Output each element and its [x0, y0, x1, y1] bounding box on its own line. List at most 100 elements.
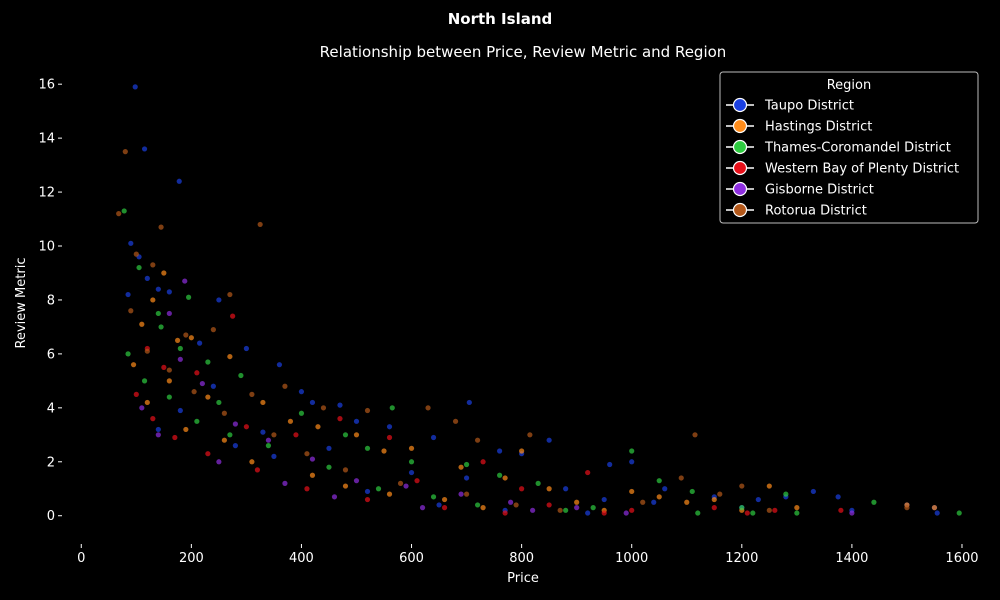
- data-point: [320, 405, 327, 411]
- data-point: [125, 351, 131, 357]
- data-point: [183, 332, 189, 338]
- legend-label: Western Bay of Plenty District: [765, 162, 959, 177]
- data-point: [530, 507, 536, 513]
- data-point: [364, 445, 371, 451]
- data-point: [141, 378, 148, 384]
- data-point: [772, 507, 778, 513]
- data-point: [230, 313, 236, 319]
- data-point: [265, 443, 272, 449]
- data-point: [441, 496, 448, 503]
- data-point: [750, 510, 756, 516]
- data-point: [271, 453, 277, 459]
- data-point: [574, 499, 580, 505]
- data-point: [197, 340, 203, 346]
- data-points: [116, 84, 962, 516]
- data-point: [585, 469, 591, 476]
- data-point: [257, 221, 263, 228]
- data-point: [282, 480, 288, 486]
- data-point: [304, 451, 310, 457]
- data-point: [403, 483, 409, 489]
- y-axis-label: Review Metric: [14, 258, 29, 349]
- x-tick-label: 600: [399, 551, 424, 566]
- data-point: [386, 491, 393, 497]
- y-tick-label: 16: [38, 78, 55, 93]
- series-gisborne-district: [139, 278, 855, 516]
- data-point: [216, 399, 222, 406]
- data-point: [139, 321, 145, 327]
- data-point: [508, 499, 514, 505]
- series-taupo-district: [125, 84, 940, 516]
- data-point: [287, 418, 294, 424]
- legend: Region Taupo District Hastings District Th…: [719, 71, 979, 224]
- data-point: [342, 432, 349, 438]
- data-point: [474, 502, 481, 508]
- data-point: [474, 437, 481, 443]
- data-point: [265, 437, 272, 443]
- data-point: [293, 432, 299, 438]
- data-point: [463, 491, 470, 497]
- data-point: [519, 486, 525, 492]
- data-point: [166, 310, 172, 317]
- data-point: [194, 418, 200, 424]
- data-point: [121, 208, 127, 214]
- data-point: [629, 488, 635, 495]
- legend-title: Region: [827, 78, 872, 93]
- data-point: [150, 297, 156, 303]
- data-point: [309, 456, 316, 462]
- data-point: [166, 394, 172, 400]
- data-point: [232, 421, 238, 427]
- data-point: [186, 294, 192, 300]
- data-point: [601, 496, 607, 503]
- data-point: [497, 472, 503, 478]
- data-point: [199, 380, 205, 387]
- data-point: [419, 505, 426, 511]
- data-point: [678, 475, 684, 481]
- y-tick-label: 14: [38, 132, 55, 147]
- data-point: [590, 505, 596, 511]
- data-point: [342, 467, 349, 473]
- data-point: [414, 478, 420, 484]
- data-point: [210, 327, 216, 333]
- y-tick-label: 0: [47, 509, 55, 524]
- data-point: [337, 402, 343, 408]
- data-point: [871, 499, 877, 505]
- data-point: [408, 445, 415, 451]
- legend-marker: [732, 97, 748, 113]
- x-tick-label: 0: [77, 551, 85, 566]
- data-point: [227, 432, 233, 438]
- data-point: [623, 510, 629, 516]
- data-point: [386, 424, 393, 430]
- data-point: [711, 505, 717, 511]
- axis-ticks: 0 200 400 600 800 1000 1200 1400 1600 0 2 4 6 8 10 12 14…: [38, 78, 978, 566]
- data-point: [452, 418, 459, 424]
- data-point: [194, 370, 200, 376]
- legend-label: Gisborne District: [765, 183, 874, 198]
- data-point: [835, 494, 841, 500]
- data-point: [794, 505, 800, 511]
- data-point: [755, 496, 761, 503]
- data-point: [210, 383, 216, 389]
- data-point: [386, 434, 393, 441]
- data-point: [408, 459, 415, 465]
- data-point: [298, 389, 305, 395]
- data-point: [353, 418, 360, 424]
- data-point: [956, 510, 962, 516]
- data-point: [188, 335, 194, 341]
- legend-label: Rotorua District: [765, 204, 867, 219]
- data-point: [205, 359, 211, 365]
- x-tick-label: 1600: [945, 551, 978, 566]
- data-point: [441, 505, 448, 511]
- data-point: [139, 405, 145, 411]
- data-point: [161, 270, 167, 276]
- data-point: [601, 510, 607, 516]
- data-point: [744, 510, 750, 516]
- data-point: [166, 367, 172, 373]
- data-point: [629, 459, 635, 465]
- data-point: [326, 445, 332, 451]
- x-axis-label: Price: [507, 571, 539, 586]
- data-point: [260, 429, 266, 435]
- data-point: [458, 464, 464, 470]
- data-point: [397, 480, 404, 486]
- data-point: [128, 308, 134, 314]
